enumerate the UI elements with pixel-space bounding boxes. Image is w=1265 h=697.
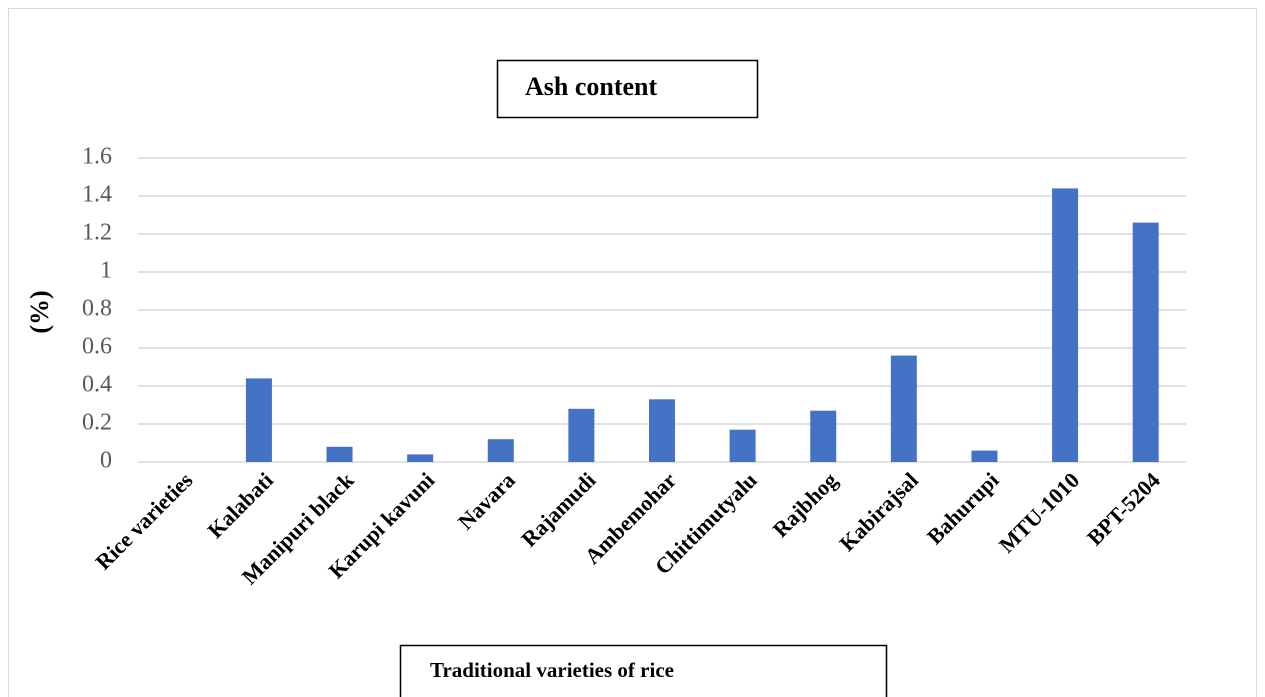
bar bbox=[326, 446, 353, 462]
bar bbox=[245, 378, 272, 462]
y-tick-label: 0.4 bbox=[82, 372, 112, 398]
x-tick-label: Bahurupi bbox=[922, 467, 1004, 549]
y-tick-label: 1.4 bbox=[82, 182, 112, 208]
y-tick-label: 0.8 bbox=[82, 296, 112, 322]
y-tick-label: 0.2 bbox=[82, 410, 112, 436]
x-tick-label: Kabirajsal bbox=[834, 467, 923, 556]
y-tick-label: 0.6 bbox=[82, 334, 112, 360]
title-box bbox=[496, 59, 759, 119]
x-tick-label: Rajbhog bbox=[768, 467, 843, 542]
x-tick-label: Kalabati bbox=[202, 467, 278, 543]
x-axis-title: Traditional varieties of rice bbox=[430, 658, 674, 682]
bar bbox=[487, 439, 514, 462]
bar bbox=[1132, 222, 1159, 462]
bar bbox=[568, 408, 595, 462]
x-title-box bbox=[399, 644, 888, 697]
chart-border bbox=[8, 8, 1257, 697]
y-axis-title: (%) bbox=[25, 290, 54, 333]
bar bbox=[971, 450, 998, 462]
x-tick-label: Navara bbox=[453, 467, 520, 534]
x-tick-label: Rajamudi bbox=[516, 467, 600, 551]
chart-title: Ash content bbox=[525, 72, 658, 101]
bar bbox=[729, 429, 756, 462]
y-tick-label: 0 bbox=[100, 448, 112, 474]
bar bbox=[890, 355, 917, 462]
x-tick-label: Rice varieties bbox=[90, 467, 197, 574]
y-tick-label: 1.6 bbox=[82, 144, 112, 170]
bar bbox=[407, 454, 434, 462]
y-tick-label: 1 bbox=[100, 258, 112, 284]
bar bbox=[649, 399, 675, 462]
bar bbox=[1052, 188, 1079, 462]
bar bbox=[810, 410, 837, 462]
x-tick-label: MTU-1010 bbox=[994, 467, 1084, 557]
y-tick-label: 1.2 bbox=[82, 220, 112, 246]
x-tick-label: BPT-5204 bbox=[1082, 467, 1165, 550]
